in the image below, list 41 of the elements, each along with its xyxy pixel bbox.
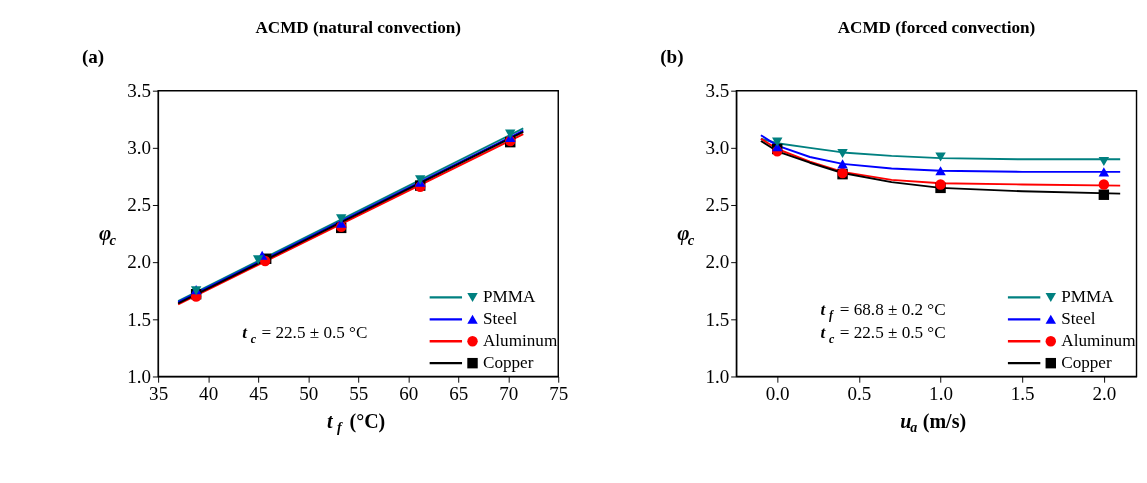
x-tick-label: 35 — [149, 382, 169, 404]
y-tick-label: 3.5 — [127, 79, 151, 101]
legend-label: Aluminum — [1061, 331, 1137, 351]
annotation: tc = 22.5 ± 0.5 °C — [242, 323, 368, 346]
y-tick-label: 3.0 — [705, 137, 730, 159]
legend-label: Steel — [483, 309, 518, 329]
x-tick-label: 60 — [399, 382, 419, 404]
x-tick-label: 40 — [199, 382, 219, 404]
y-tick-label: 3.0 — [127, 137, 151, 159]
y-tick-label: 1.0 — [705, 365, 730, 387]
annotation: tf = 68.8 ± 0.2 °C — [820, 299, 946, 322]
x-tick-label: 0.5 — [847, 382, 872, 404]
text: (a) — [81, 46, 105, 69]
y-tick-label: 1.5 — [705, 308, 730, 330]
legend-label: Copper — [483, 352, 534, 372]
legend-label: Aluminum — [483, 331, 558, 351]
x-tick-label: 1.0 — [929, 382, 953, 404]
annotation: tc = 22.5 ± 0.5 °C — [820, 323, 946, 346]
y-tick-label: 1.0 — [127, 365, 151, 387]
x-tick-label: 2.0 — [1092, 382, 1117, 404]
x-tick-label: 50 — [299, 382, 319, 404]
y-tick-label: 2.0 — [127, 251, 151, 273]
y-tick-label: 2.0 — [705, 251, 730, 273]
x-tick-label: 75 — [549, 382, 569, 404]
x-tick-label: 45 — [249, 382, 269, 404]
y-tick-label: 3.5 — [705, 79, 730, 101]
x-tick-label: 0.0 — [765, 382, 790, 404]
x-tick-label: 1.5 — [1010, 382, 1035, 404]
legend-label: Steel — [1061, 309, 1096, 329]
chart-title: ACMD (forced convection) — [837, 17, 1036, 37]
x-tick-label: 65 — [449, 382, 469, 404]
text: (b) — [660, 46, 684, 69]
x-tick-label: 70 — [499, 382, 519, 404]
y-tick-label: 2.5 — [127, 194, 151, 216]
legend-label: PMMA — [483, 287, 536, 307]
y-tick-label: 2.5 — [705, 194, 730, 216]
y-tick-label: 1.5 — [127, 308, 151, 330]
legend-label: Copper — [1061, 352, 1112, 372]
x-tick-label: 55 — [349, 382, 369, 404]
chart-title: ACMD (natural convection) — [255, 17, 461, 37]
legend-label: PMMA — [1061, 287, 1115, 307]
